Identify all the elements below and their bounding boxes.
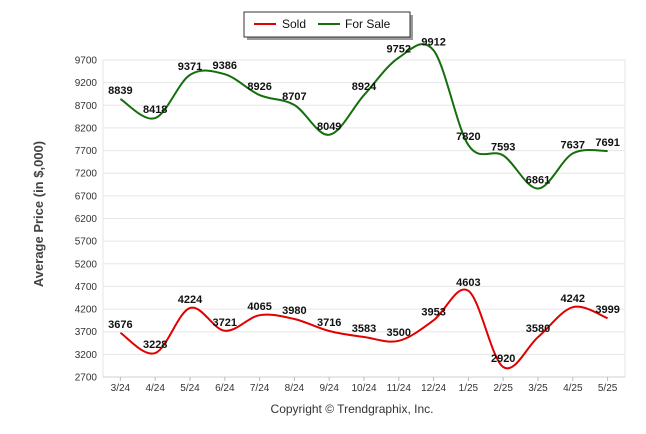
x-tick-label: 7/24	[250, 383, 270, 394]
y-tick-label: 4200	[75, 305, 98, 316]
data-label-sold: 3980	[282, 305, 306, 317]
data-label-for-sale: 9752	[387, 44, 411, 56]
legend-label-sold: Sold	[282, 17, 306, 31]
data-label-for-sale: 9371	[178, 61, 202, 73]
x-tick-label: 8/24	[285, 383, 305, 394]
data-label-for-sale: 9386	[213, 60, 237, 72]
data-label-sold: 4242	[561, 293, 585, 305]
x-tick-label: 1/25	[459, 383, 479, 394]
x-tick-label: 6/24	[215, 383, 235, 394]
data-label-sold: 3228	[143, 339, 167, 351]
y-tick-label: 5200	[75, 259, 98, 270]
y-tick-label: 2700	[75, 373, 98, 384]
data-labels: 3676 3228 4224 3721 4065 3980 3716 3583 3500 3953…	[108, 36, 620, 365]
y-tick-label: 7700	[75, 146, 98, 157]
y-axis-label: Average Price (in $,000)	[31, 141, 46, 287]
data-label-for-sale: 8839	[108, 85, 132, 97]
data-label-for-sale: 8707	[282, 91, 306, 103]
y-tick-label: 4700	[75, 282, 98, 293]
copyright-text: Copyright © Trendgraphix, Inc.	[271, 402, 434, 416]
y-tick-label: 3200	[75, 350, 98, 361]
data-label-sold: 4603	[456, 277, 480, 289]
y-tick-label: 8700	[75, 101, 98, 112]
legend-label-for-sale: For Sale	[345, 17, 391, 31]
data-label-sold: 3953	[421, 306, 445, 318]
x-tick-label: 9/24	[319, 383, 339, 394]
y-tick-label: 3700	[75, 327, 98, 338]
y-axis: 2700 3200 3700 4200 4700 5200 5700 6200 6700 7200…	[75, 56, 98, 384]
x-tick-label: 4/24	[145, 383, 165, 394]
series-line-sold	[119, 288, 608, 370]
data-label-for-sale: 8924	[352, 81, 377, 93]
data-label-sold: 3999	[595, 304, 619, 316]
data-label-sold: 4065	[247, 301, 271, 313]
y-tick-label: 6700	[75, 191, 98, 202]
x-tick-label: 5/24	[180, 383, 200, 394]
y-tick-label: 7200	[75, 169, 98, 180]
data-label-for-sale: 7593	[491, 141, 515, 153]
y-tick-label: 6200	[75, 214, 98, 225]
y-tick-label: 5700	[75, 237, 98, 248]
x-tick-label: 11/24	[387, 383, 412, 394]
x-tick-label: 10/24	[351, 383, 376, 394]
series	[119, 43, 608, 370]
data-label-for-sale: 8926	[247, 81, 271, 93]
y-tick-label: 9700	[75, 56, 98, 67]
x-axis: 3/24 4/24 5/24 6/24 7/24 8/24 9/24 10/24 11/24 12…	[103, 376, 625, 394]
data-label-sold: 3580	[526, 323, 550, 335]
grid	[102, 59, 626, 378]
x-tick-label: 5/25	[598, 383, 618, 394]
x-tick-label: 3/25	[528, 383, 548, 394]
x-tick-label: 12/24	[421, 383, 446, 394]
data-label-for-sale: 6861	[526, 175, 550, 187]
data-label-for-sale: 7637	[561, 139, 585, 151]
data-label-for-sale: 8418	[143, 104, 167, 116]
data-label-sold: 3500	[387, 327, 411, 339]
data-label-sold: 3583	[352, 323, 376, 335]
data-label-for-sale: 7820	[456, 131, 480, 143]
y-tick-label: 8200	[75, 123, 98, 134]
data-label-sold: 3716	[317, 317, 341, 329]
data-label-for-sale: 9912	[421, 36, 445, 48]
x-tick-label: 2/25	[493, 383, 513, 394]
data-label-for-sale: 7691	[595, 137, 619, 149]
x-tick-label: 3/24	[111, 383, 131, 394]
legend: Sold For Sale	[243, 11, 413, 40]
x-tick-label: 4/25	[563, 383, 583, 394]
data-label-sold: 3721	[213, 317, 237, 329]
data-label-sold: 4224	[178, 294, 203, 306]
series-line-for-sale	[119, 43, 608, 190]
y-tick-label: 9200	[75, 78, 98, 89]
data-label-sold: 2920	[491, 353, 515, 365]
data-label-sold: 3676	[108, 319, 132, 331]
data-label-for-sale: 8049	[317, 121, 341, 133]
